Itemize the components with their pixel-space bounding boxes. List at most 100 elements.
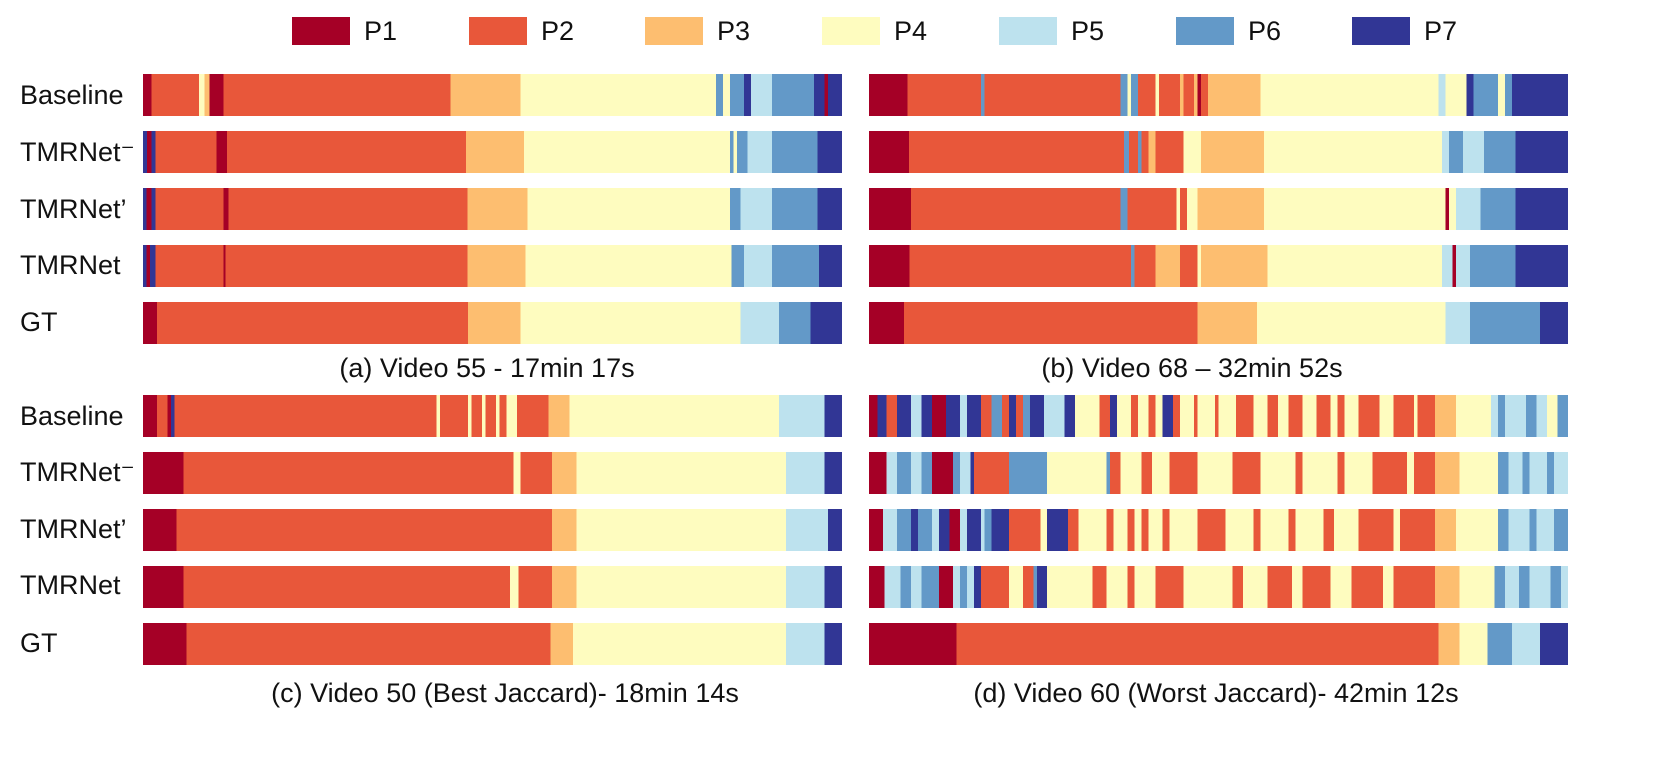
phase-segment-p7 [143, 245, 147, 287]
phase-segment-p7 [1466, 74, 1474, 116]
phase-segment-p6 [952, 452, 960, 494]
phase-segment-p2 [909, 245, 1132, 287]
phase-segment-p6 [1473, 74, 1499, 116]
phase-segment-p1 [1445, 188, 1450, 230]
phase-segment-p2 [226, 131, 466, 173]
phase-segment-p3 [1435, 395, 1457, 437]
phase-segment-p4 [569, 395, 780, 437]
phase-segment-p2 [1372, 452, 1408, 494]
phase-segment-p4 [1459, 452, 1499, 494]
phase-segment-p6 [984, 509, 992, 551]
phase-segment-p2 [1099, 395, 1111, 437]
phase-segment-p6 [730, 74, 745, 116]
phase-segment-p4 [1152, 452, 1170, 494]
phase-segment-p4 [1302, 395, 1317, 437]
phase-segment-p6 [737, 131, 748, 173]
legend-swatch-p3 [645, 17, 703, 45]
phase-segment-p2 [1337, 395, 1345, 437]
phase-segment-p2 [225, 245, 468, 287]
phase-segment-p2 [1141, 131, 1149, 173]
phase-segment-p2 [186, 623, 551, 665]
phase-segment-p2 [1127, 188, 1177, 230]
phase-segment-p7 [744, 74, 752, 116]
phase-segment-p6 [1120, 188, 1128, 230]
phase-segment-p3 [468, 302, 521, 344]
phase-segment-p6 [980, 74, 985, 116]
phase-segment-p5 [1512, 623, 1541, 665]
phase-segment-p5 [952, 566, 960, 608]
phase-segment-p1 [216, 131, 227, 173]
phase-segment-p2 [1183, 74, 1195, 116]
phase-segment-p6 [1550, 566, 1562, 608]
phase-segment-p2 [907, 74, 981, 116]
timeline-row [143, 623, 842, 665]
phase-segment-p6 [1131, 245, 1135, 287]
phase-segment-p6 [959, 566, 967, 608]
phase-segment-p7 [966, 509, 981, 551]
caption-video-68: (b) Video 68 – 32min 52s [1041, 353, 1343, 383]
phase-segment-p4 [1344, 452, 1373, 494]
phase-segment-p2 [520, 452, 552, 494]
phase-segment-p4 [1260, 452, 1296, 494]
phase-segment-p2 [156, 395, 168, 437]
phase-segment-p5 [1505, 566, 1520, 608]
row-label-gt-bottom: GT [20, 628, 58, 658]
phase-segment-p1 [931, 395, 946, 437]
row-label-gt-top: GT [20, 307, 58, 337]
phase-segment-p4 [576, 509, 787, 551]
phase-segment-p2 [1127, 509, 1135, 551]
phase-segment-p1 [931, 452, 953, 494]
phase-segment-p7 [1515, 131, 1568, 173]
phase-segment-p2 [886, 395, 897, 437]
phase-segment-p6 [731, 245, 745, 287]
row-label-tmrnet-bottom: TMRNet [20, 570, 121, 600]
phase-segment-p2 [1008, 509, 1041, 551]
phase-segment-p7 [910, 509, 918, 551]
timeline-row [143, 452, 842, 494]
phase-segment-p4 [1180, 395, 1195, 437]
phase-segment-p2 [155, 245, 224, 287]
phase-segment-p4 [1256, 302, 1446, 344]
phase-segment-p5 [884, 566, 901, 608]
phase-segment-p2 [1316, 395, 1331, 437]
phase-segment-p2 [910, 188, 1121, 230]
phase-segment-p4 [1382, 566, 1394, 608]
phase-segment-p1 [949, 509, 960, 551]
phase-segment-p7 [896, 395, 911, 437]
legend-swatch-p6 [1176, 17, 1234, 45]
phase-segment-p1 [143, 623, 187, 665]
legend-label-p3: P3 [717, 15, 751, 46]
phase-segment-p5 [1442, 131, 1450, 173]
legend-label-p4: P4 [894, 15, 928, 46]
phase-segment-p2 [1400, 509, 1436, 551]
timeline-row [143, 302, 842, 344]
phase-segment-p1 [869, 566, 885, 608]
timeline-row [869, 188, 1568, 230]
phase-segment-p7 [970, 452, 974, 494]
phase-segment-p6 [1487, 623, 1513, 665]
phase-segment-p2 [1351, 566, 1383, 608]
phase-segment-p4 [1260, 509, 1289, 551]
phase-segment-p4 [482, 395, 486, 437]
phase-segment-p1 [143, 395, 157, 437]
phase-segment-p4 [1075, 395, 1100, 437]
phase-segment-p6 [900, 566, 911, 608]
timeline-row [869, 566, 1568, 608]
timeline-row [143, 188, 842, 230]
phase-segment-p3 [1435, 452, 1460, 494]
phase-segment-p6 [730, 131, 734, 173]
phase-segment-p4 [1344, 395, 1359, 437]
phase-segment-p4 [1449, 188, 1457, 230]
legend-item-p1: P1 [292, 16, 397, 46]
phase-segment-p2 [1417, 395, 1436, 437]
phase-segment-p2 [1414, 452, 1436, 494]
phase-segment-p3 [465, 131, 524, 173]
timeline-row [143, 566, 842, 608]
panel-3 [143, 395, 842, 665]
timeline-row [143, 509, 842, 551]
phase-segment-p4 [1445, 74, 1467, 116]
phase-segment-p4 [1040, 509, 1048, 551]
phase-segment-p7 [1036, 566, 1048, 608]
phase-segment-p4 [523, 131, 731, 173]
